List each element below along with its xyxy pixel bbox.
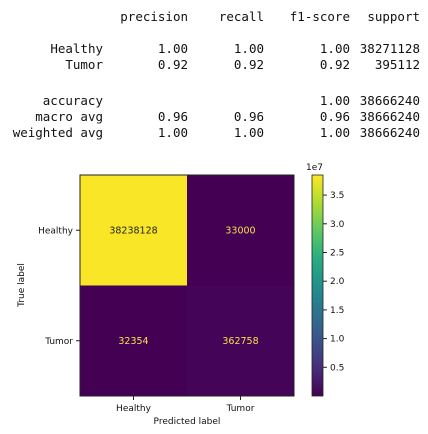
colorbar-tick-label: 1.5	[330, 306, 344, 316]
y-tick-labels: Healthy Tumor	[38, 226, 80, 347]
colorbar-tick-label: 1.0	[330, 335, 345, 345]
confusion-matrix-cells: 38238128 33000 32354 362758	[80, 175, 294, 396]
row-healthy-precision: 1.00	[157, 41, 188, 56]
x-tick-label: Tumor	[226, 404, 255, 414]
matrix-cell-1-0	[80, 285, 187, 396]
summary-macro-support: 38666240	[359, 109, 420, 124]
matrix-frame	[79, 174, 295, 397]
matrix-value-0-1: 33000	[225, 225, 255, 236]
colorbar-tick-label: 0.5	[330, 363, 344, 373]
colorbar-tick-label: 3.0	[330, 220, 345, 230]
header-f1: f1-score	[289, 9, 350, 24]
summary-weighted-support: 38666240	[359, 125, 420, 140]
x-axis-label: Predicted label	[154, 417, 221, 427]
summary-label-accuracy: accuracy	[42, 93, 103, 108]
matrix-cell-1-1	[187, 285, 294, 396]
colorbar-ticks: 0.5 1.0 1.5 2.0 2.5 3.0 3.5	[323, 191, 345, 373]
summary-macro-f1: 0.96	[319, 109, 350, 124]
row-tumor-support: 395112	[374, 57, 420, 72]
matrix-value-1-1: 362758	[222, 336, 258, 347]
row-healthy-f1: 1.00	[319, 41, 350, 56]
header-recall: recall	[218, 9, 264, 24]
x-tick-label: Healthy	[116, 404, 152, 414]
matrix-value-1-0: 32354	[118, 336, 148, 347]
row-label-tumor: Tumor	[65, 57, 103, 72]
row-tumor-f1: 0.92	[319, 57, 350, 72]
colorbar-tick-label: 3.5	[330, 191, 344, 201]
summary-accuracy-f1: 1.00	[319, 93, 350, 108]
header-precision: precision	[120, 9, 188, 24]
classification-report: precision recall f1-score support Health…	[0, 0, 428, 150]
summary-weighted-precision: 1.00	[157, 125, 188, 140]
summary-macro-recall: 0.96	[233, 109, 264, 124]
row-tumor-recall: 0.92	[233, 57, 264, 72]
summary-weighted-recall: 1.00	[233, 125, 264, 140]
y-tick-label: Healthy	[38, 226, 74, 236]
x-tick-labels: Healthy Tumor	[116, 396, 255, 414]
colorbar-tick-label: 2.0	[330, 277, 345, 287]
matrix-cell-0-1	[187, 175, 294, 286]
colorbar-exponent: 1e7	[306, 163, 323, 173]
row-healthy-support: 38271128	[359, 41, 420, 56]
row-label-healthy: Healthy	[50, 41, 103, 56]
colorbar	[311, 174, 324, 397]
y-tick-label: Tumor	[44, 337, 73, 347]
row-tumor-precision: 0.92	[157, 57, 188, 72]
header-support: support	[367, 9, 420, 24]
matrix-cell-0-0	[80, 175, 187, 286]
summary-label-weighted: weighted avg	[12, 125, 103, 140]
summary-label-macro: macro avg	[35, 109, 103, 124]
summary-macro-precision: 0.96	[157, 109, 188, 124]
row-healthy-recall: 1.00	[233, 41, 264, 56]
summary-weighted-f1: 1.00	[319, 125, 350, 140]
y-axis-label: True label	[17, 263, 27, 308]
summary-accuracy-support: 38666240	[359, 93, 420, 108]
matrix-value-0-0: 38238128	[109, 225, 157, 236]
colorbar-tick-label: 2.5	[330, 248, 344, 258]
